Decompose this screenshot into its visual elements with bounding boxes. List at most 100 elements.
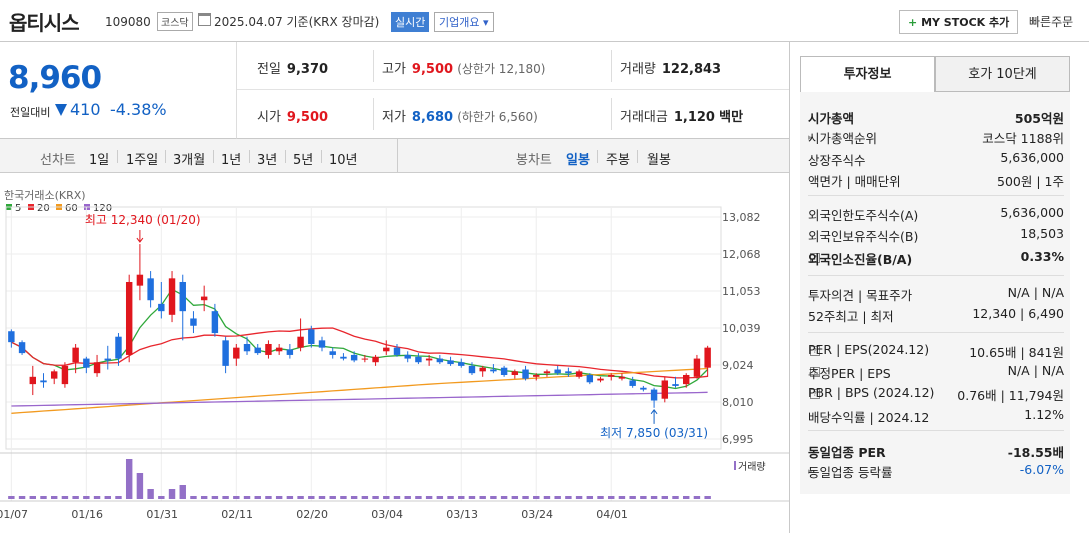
change-label: 전일대비 <box>10 106 51 119</box>
quick-order-link[interactable]: 빠른주문 <box>1029 15 1074 29</box>
x-tick-label: 01/16 <box>71 508 103 521</box>
volume-bar <box>511 496 519 499</box>
invest-info-list: 시가총액 505억원 시가총액순위 ▸ 코스닥 1188위 상장주식수 5,636,000… <box>800 92 1070 494</box>
range-10y[interactable]: 10년 <box>329 153 358 168</box>
range-1y[interactable]: 1년 <box>221 153 242 168</box>
candle-body <box>340 356 347 359</box>
price-chart-svg: 한국거래소(KRX) 5 20 60 120 13,082 12,068 11,053 10… <box>0 189 789 521</box>
chart-range-bar: 선차트 1일 1주일 3개월 1년 3년 5년 10년 봉차트 일봉 주봉 월봉 <box>0 139 789 173</box>
info-row-label: 52주최고 | 최저 <box>808 309 894 324</box>
open-price: 시가 9,500 <box>257 110 329 125</box>
candle-body <box>50 371 58 379</box>
candle-body <box>286 349 294 355</box>
info-row: 동일업종 PER -18.55배 <box>808 442 1064 462</box>
range-1w[interactable]: 1주일 <box>126 153 159 168</box>
candle-body <box>404 354 411 359</box>
info-row-label: 배당수익률 | 2024.12 <box>808 410 930 425</box>
candle-body <box>533 374 540 377</box>
info-row-value: -18.55배 <box>1007 445 1064 460</box>
range-3m[interactable]: 3개월 <box>173 153 206 168</box>
candle-body <box>672 384 679 386</box>
info-row: 상장주식수 5,636,000 <box>808 150 1064 170</box>
candle-body <box>597 378 604 381</box>
volume-bar <box>136 473 144 499</box>
candle-body <box>147 278 154 301</box>
candle-monthly[interactable]: 월봉 <box>647 153 671 168</box>
volume-bar <box>8 496 15 499</box>
volume: 거래량 122,843 <box>620 62 722 77</box>
change-value: 410 <box>70 100 101 119</box>
range-5y[interactable]: 5년 <box>293 153 314 168</box>
volume-bar <box>447 496 454 499</box>
price-chart[interactable]: 한국거래소(KRX) 5 20 60 120 13,082 12,068 11,053 10… <box>0 173 789 533</box>
info-row: PER | EPS(2024.12)? 10.65배 | 841원 <box>808 342 1064 362</box>
candle-body <box>447 360 454 365</box>
candle-body <box>115 336 122 359</box>
candle-body <box>372 356 379 363</box>
help-icon[interactable]: ? <box>810 366 820 377</box>
volume-bar <box>361 496 369 499</box>
candle-body <box>704 347 711 368</box>
company-overview-dropdown[interactable]: 기업개요 ▾ <box>434 12 494 32</box>
candle-body <box>104 358 111 361</box>
info-row-value: N/A | N/A <box>1007 363 1064 378</box>
arrow-right-icon: ▸ <box>808 133 813 143</box>
info-row: 액면가 | 매매단위 500원 | 1주 <box>808 171 1064 191</box>
candle-weekly[interactable]: 주봉 <box>606 153 630 168</box>
volume-bar <box>618 496 626 499</box>
volume-bar <box>586 496 594 499</box>
volume-bar <box>190 496 197 499</box>
help-icon[interactable]: ? <box>810 252 820 263</box>
candle-body <box>190 318 197 326</box>
current-price-box: 8,960 전일대비 410 -4.38% <box>0 42 237 139</box>
help-icon[interactable]: ? <box>810 388 820 399</box>
tab-orderbook-10[interactable]: 호가 10단계 <box>935 56 1070 92</box>
volume-bar <box>533 496 540 499</box>
range-3y[interactable]: 3년 <box>257 153 278 168</box>
tab-invest-info[interactable]: 투자정보 <box>800 56 935 92</box>
volume-bar <box>265 496 272 499</box>
info-row: PBR | BPS (2024.12)? 0.76배 | 11,794원 <box>808 385 1064 405</box>
range-1d[interactable]: 1일 <box>89 153 110 168</box>
volume-bar <box>179 485 186 499</box>
volume-bar <box>18 496 26 499</box>
volume-bar <box>329 496 336 499</box>
volume-bar <box>683 496 690 499</box>
info-row-label: 외국인보유주식수(B) <box>808 229 919 244</box>
info-row: 외국인소진율(B/A)? 0.33% <box>808 249 1064 269</box>
reference-date: 2025.04.07 기준(KRX 장마감) <box>214 15 380 29</box>
volume-bar <box>29 496 36 499</box>
low-arrow-icon <box>650 408 658 424</box>
candle-body <box>40 380 47 383</box>
info-row-label: 시가총액순위 <box>808 131 878 146</box>
candle-body <box>608 374 615 377</box>
volume-bar <box>83 496 90 499</box>
info-row: 투자의견 | 목표주가 N/A | N/A <box>808 285 1064 305</box>
candle-daily[interactable]: 일봉 <box>566 153 590 168</box>
volume-bar <box>597 496 604 499</box>
volume-bar <box>233 496 240 499</box>
candle-body <box>93 362 101 374</box>
realtime-button[interactable]: 실시간 <box>391 12 430 32</box>
candle-body <box>61 365 69 385</box>
company-name: 옵티시스 <box>9 11 80 35</box>
info-row: 외국인한도주식수(A) 5,636,000 <box>808 205 1064 225</box>
volume-bar <box>168 489 176 499</box>
help-icon[interactable]: ? <box>810 345 820 356</box>
add-my-stock-button[interactable]: + MY STOCK 추가 <box>899 10 1019 34</box>
volume-bar <box>704 496 711 499</box>
current-price: 8,960 <box>8 60 102 96</box>
low-price: 저가 8,680 (하한가 6,560) <box>382 110 538 125</box>
x-tick-label: 01/31 <box>146 508 178 521</box>
candle-body <box>200 296 208 301</box>
volume-bar <box>222 496 229 499</box>
candle-body <box>233 347 240 359</box>
candle-body <box>511 371 519 375</box>
volume-bar <box>650 496 658 499</box>
candle-body <box>83 358 90 368</box>
volume-bar <box>693 496 701 499</box>
volume-bar <box>318 496 326 499</box>
info-row-label: 투자의견 | 목표주가 <box>808 288 913 303</box>
info-row-label: 추정PER | EPS <box>808 366 891 381</box>
volume-bar <box>543 496 551 499</box>
